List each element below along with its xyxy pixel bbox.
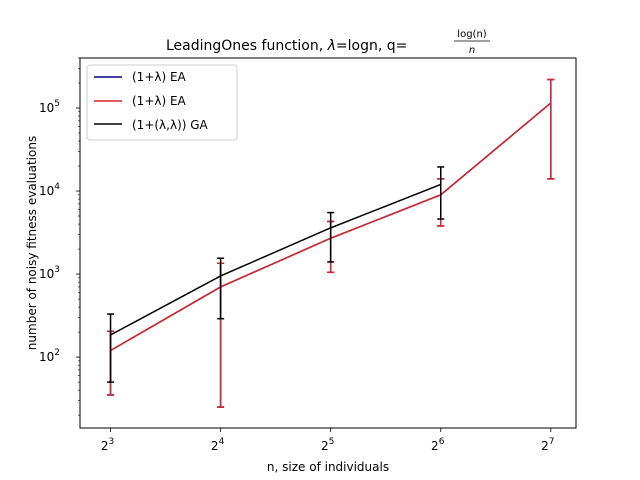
axes-frame	[79, 57, 577, 429]
legend-frame	[86, 64, 238, 141]
x-axis-label: n, size of individuals	[267, 460, 389, 474]
y-tick-exponent: 3	[54, 265, 60, 275]
x-tick-exponent: 5	[329, 437, 335, 447]
plot-area	[107, 78, 555, 408]
legend-label-ga: (1+(λ,λ)) GA	[132, 118, 209, 132]
y-tick-exponent: 2	[54, 348, 60, 358]
x-tick-exponent: 3	[109, 437, 115, 447]
y-axis-label: number of noisy fitness evaluations	[25, 136, 39, 350]
series-2	[107, 166, 445, 383]
legend-label-ea-blue: (1+λ) EA	[132, 70, 187, 84]
title-prefix: LeadingOnes function,	[166, 38, 328, 54]
legend: (1+λ) EA (1+λ) EA (1+(λ,λ)) GA	[86, 64, 238, 141]
series-line	[110, 183, 442, 336]
legend-label-ea-red: (1+λ) EA	[132, 94, 187, 108]
y-tick-exponent: 5	[54, 99, 60, 109]
title-fraction-numerator: log(n)	[457, 29, 486, 40]
x-tick-exponent: 7	[549, 437, 555, 447]
x-tick-exponent: 6	[439, 437, 445, 447]
y-tick-exponent: 4	[54, 182, 60, 192]
svg-text:LeadingOnes function, λ=logn,: LeadingOnes function, λ=logn, q=	[166, 38, 407, 54]
chart-title: LeadingOnes function, λ=logn, q= log(n) …	[166, 29, 490, 56]
title-lambda: λ	[327, 38, 336, 54]
title-middle: =logn, q=	[336, 38, 407, 54]
title-fraction-denominator: n	[469, 45, 475, 56]
x-tick-exponent: 4	[219, 437, 225, 447]
